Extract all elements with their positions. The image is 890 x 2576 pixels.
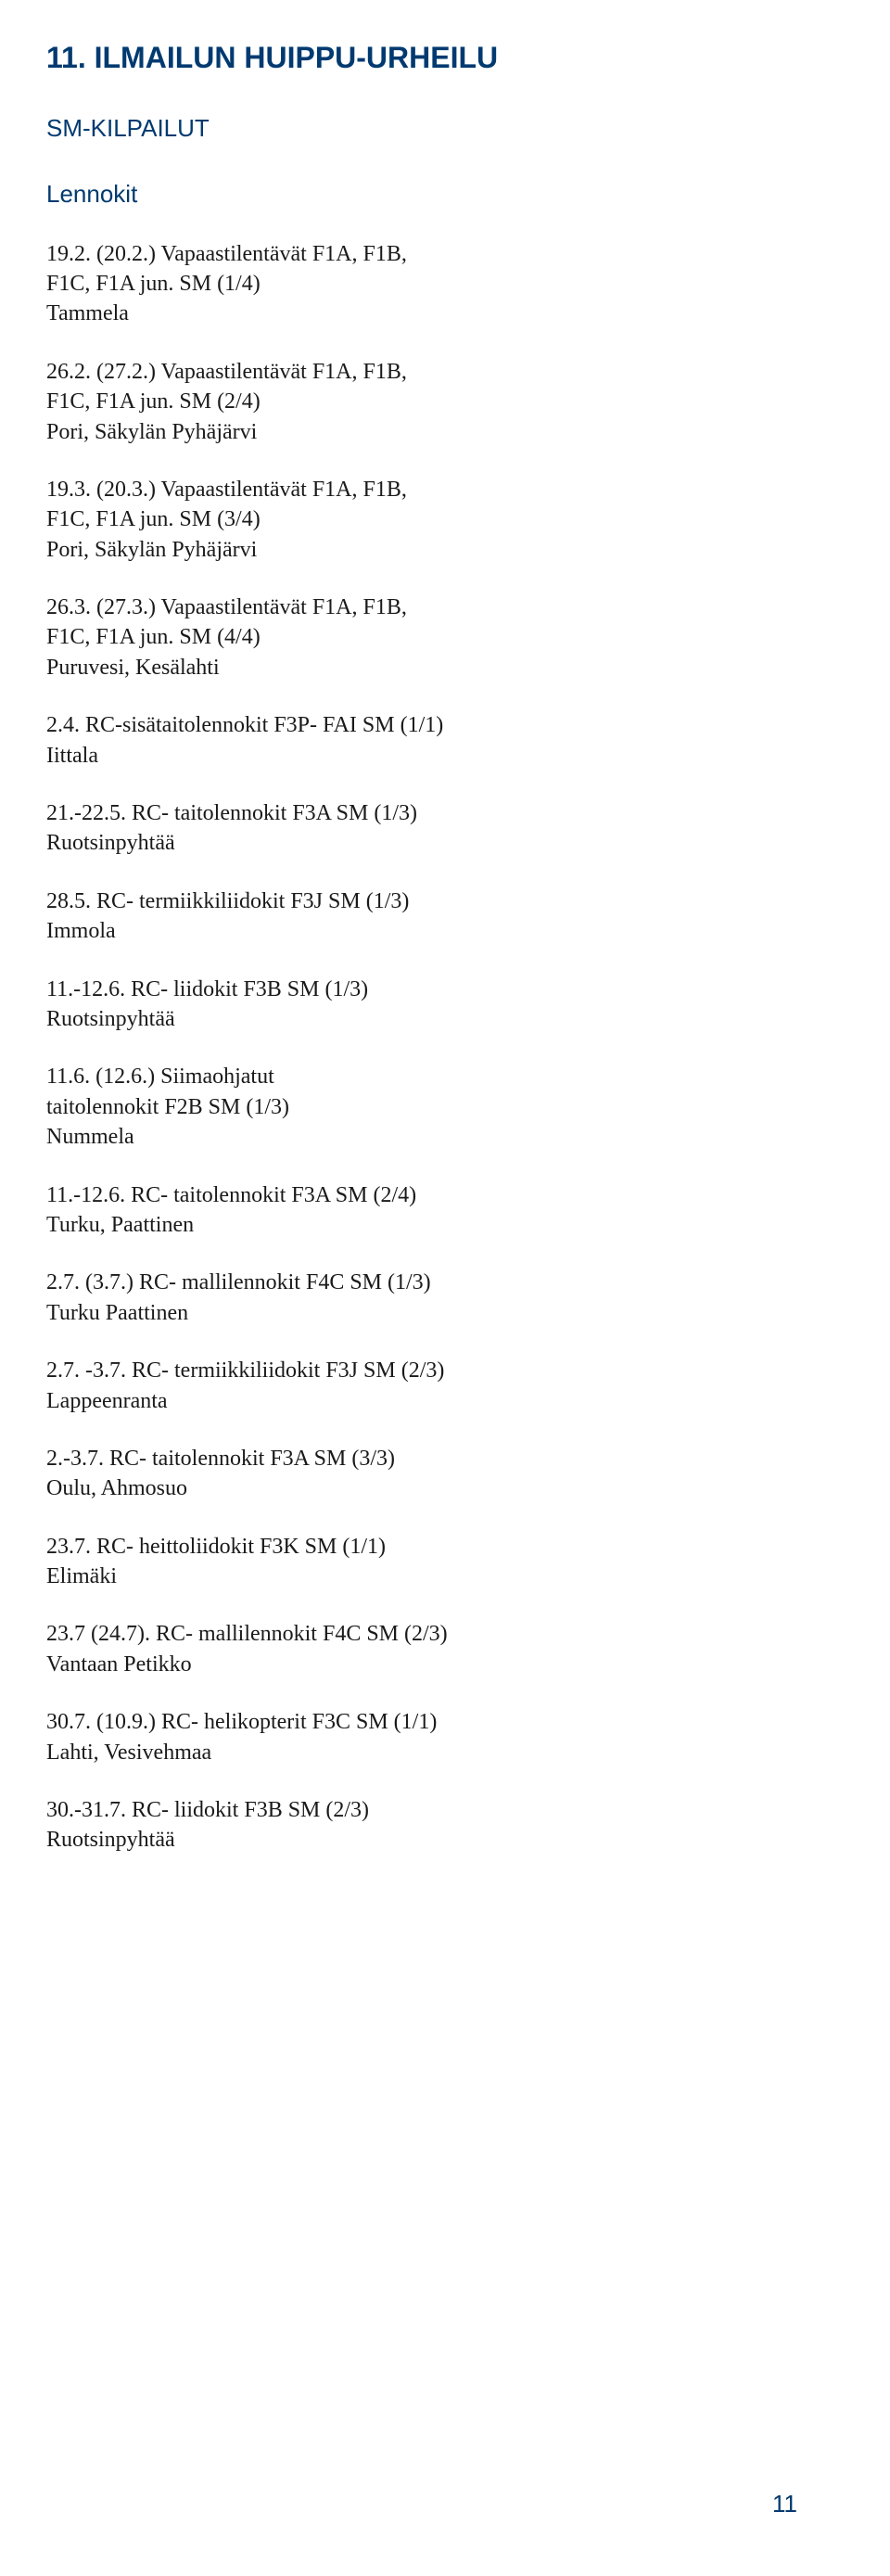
heading-section: Lennokit [46, 177, 844, 210]
event-line: 26.3. (27.3.) Vapaastilentävät F1A, F1B, [46, 593, 844, 622]
event-line: Pori, Säkylän Pyhäjärvi [46, 535, 844, 565]
event-item: 19.2. (20.2.) Vapaastilentävät F1A, F1B,… [46, 239, 844, 329]
event-line: 30.-31.7. RC- liidokit F3B SM (2/3) [46, 1795, 844, 1825]
events-container: 19.2. (20.2.) Vapaastilentävät F1A, F1B,… [46, 239, 844, 1855]
event-line: 2.7. -3.7. RC- termiikkiliidokit F3J SM … [46, 1356, 844, 1385]
event-line: 19.2. (20.2.) Vapaastilentävät F1A, F1B, [46, 239, 844, 269]
event-line: Turku Paattinen [46, 1298, 844, 1328]
page-number: 11 [772, 2487, 797, 2520]
event-line: Ruotsinpyhtää [46, 1004, 844, 1034]
event-line: Tammela [46, 299, 844, 328]
event-line: 26.2. (27.2.) Vapaastilentävät F1A, F1B, [46, 357, 844, 387]
event-line: Lappeenranta [46, 1386, 844, 1416]
event-line: 23.7. RC- heittoliidokit F3K SM (1/1) [46, 1532, 844, 1562]
event-line: 28.5. RC- termiikkiliidokit F3J SM (1/3) [46, 886, 844, 916]
event-line: Puruvesi, Kesälahti [46, 653, 844, 682]
event-item: 2.7. (3.7.) RC- mallilennokit F4C SM (1/… [46, 1268, 844, 1328]
event-line: Nummela [46, 1122, 844, 1152]
event-line: 23.7 (24.7). RC- mallilennokit F4C SM (2… [46, 1619, 844, 1649]
event-line: 30.7. (10.9.) RC- helikopterit F3C SM (1… [46, 1707, 844, 1737]
event-line: Immola [46, 916, 844, 946]
event-item: 11.-12.6. RC- taitolennokit F3A SM (2/4)… [46, 1180, 844, 1241]
event-line: Pori, Säkylän Pyhäjärvi [46, 417, 844, 447]
heading-sub: SM-KILPAILUT [46, 111, 844, 145]
event-item: 30.7. (10.9.) RC- helikopterit F3C SM (1… [46, 1707, 844, 1767]
event-line: taitolennokit F2B SM (1/3) [46, 1092, 844, 1122]
event-item: 2.7. -3.7. RC- termiikkiliidokit F3J SM … [46, 1356, 844, 1416]
event-line: Oulu, Ahmosuo [46, 1473, 844, 1503]
event-line: F1C, F1A jun. SM (4/4) [46, 622, 844, 652]
event-item: 19.3. (20.3.) Vapaastilentävät F1A, F1B,… [46, 475, 844, 565]
event-item: 23.7. RC- heittoliidokit F3K SM (1/1)Eli… [46, 1532, 844, 1592]
event-line: 19.3. (20.3.) Vapaastilentävät F1A, F1B, [46, 475, 844, 504]
event-line: Ruotsinpyhtää [46, 1825, 844, 1855]
event-line: Ruotsinpyhtää [46, 828, 844, 858]
event-line: 2.-3.7. RC- taitolennokit F3A SM (3/3) [46, 1444, 844, 1473]
event-line: Elimäki [46, 1562, 844, 1591]
event-line: 2.4. RC-sisätaitolennokit F3P- FAI SM (1… [46, 710, 844, 740]
event-item: 28.5. RC- termiikkiliidokit F3J SM (1/3)… [46, 886, 844, 947]
event-line: F1C, F1A jun. SM (2/4) [46, 387, 844, 416]
event-line: 11.6. (12.6.) Siimaohjatut [46, 1062, 844, 1091]
event-item: 21.-22.5. RC- taitolennokit F3A SM (1/3)… [46, 798, 844, 859]
event-item: 26.3. (27.3.) Vapaastilentävät F1A, F1B,… [46, 593, 844, 682]
event-item: 30.-31.7. RC- liidokit F3B SM (2/3)Ruots… [46, 1795, 844, 1855]
event-item: 11.6. (12.6.) Siimaohjatuttaitolennokit … [46, 1062, 844, 1152]
event-line: Turku, Paattinen [46, 1210, 844, 1240]
event-line: 11.-12.6. RC- liidokit F3B SM (1/3) [46, 975, 844, 1004]
event-item: 11.-12.6. RC- liidokit F3B SM (1/3)Ruots… [46, 975, 844, 1035]
event-line: Iittala [46, 741, 844, 771]
event-line: F1C, F1A jun. SM (1/4) [46, 269, 844, 299]
event-line: 11.-12.6. RC- taitolennokit F3A SM (2/4) [46, 1180, 844, 1210]
event-item: 2.4. RC-sisätaitolennokit F3P- FAI SM (1… [46, 710, 844, 771]
event-item: 23.7 (24.7). RC- mallilennokit F4C SM (2… [46, 1619, 844, 1679]
event-line: 21.-22.5. RC- taitolennokit F3A SM (1/3) [46, 798, 844, 828]
event-line: Lahti, Vesivehmaa [46, 1738, 844, 1767]
heading-main: 11. ILMAILUN HUIPPU-URHEILU [46, 37, 844, 79]
event-line: Vantaan Petikko [46, 1650, 844, 1679]
event-line: 2.7. (3.7.) RC- mallilennokit F4C SM (1/… [46, 1268, 844, 1297]
event-item: 26.2. (27.2.) Vapaastilentävät F1A, F1B,… [46, 357, 844, 447]
event-line: F1C, F1A jun. SM (3/4) [46, 504, 844, 534]
event-item: 2.-3.7. RC- taitolennokit F3A SM (3/3)Ou… [46, 1444, 844, 1504]
